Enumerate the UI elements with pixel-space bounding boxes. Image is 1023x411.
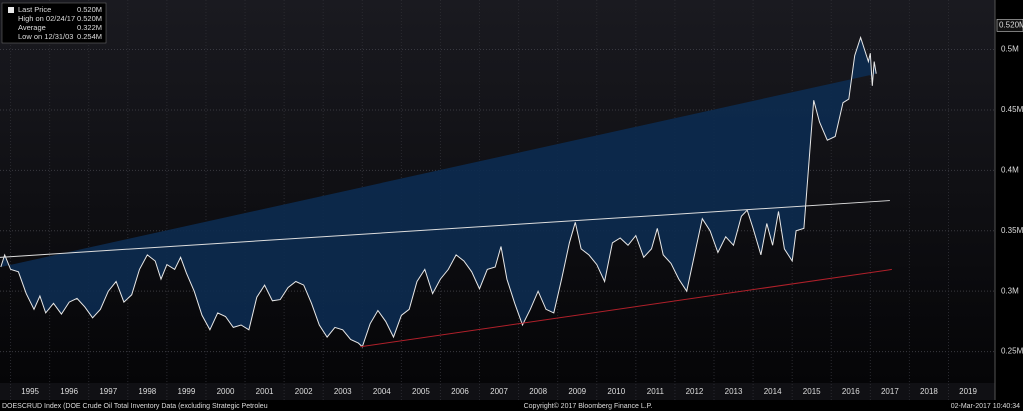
x-tick-label: 2013: [725, 387, 743, 396]
x-tick-label: 2017: [881, 387, 899, 396]
x-tick-label: 2008: [529, 387, 547, 396]
x-axis-band: [0, 383, 995, 400]
last-price-label: 0.520M: [999, 20, 1023, 29]
legend-value: 0.520M: [77, 5, 102, 14]
legend-value: 0.520M: [77, 14, 102, 23]
legend-label: High on 02/24/17: [18, 14, 75, 23]
footer-center: Copyright© 2017 Bloomberg Finance L.P.: [524, 402, 653, 410]
trend-line: [0, 200, 890, 258]
x-tick-label: 2003: [334, 387, 352, 396]
legend-label: Low on 12/31/03: [18, 32, 73, 41]
footer-right: 02-Mar-2017 10:40:34: [951, 403, 1020, 410]
legend-value: 0.322M: [77, 23, 102, 32]
y-tick-label: 0.35M: [1001, 226, 1023, 235]
y-tick-label: 0.3M: [1001, 286, 1019, 295]
x-tick-label: 1997: [99, 387, 117, 396]
x-tick-label: 1998: [138, 387, 156, 396]
line: [0, 35, 877, 348]
x-tick-label: 2019: [959, 387, 977, 396]
x-tick-label: 2014: [764, 387, 782, 396]
x-tick-label: 2015: [803, 387, 821, 396]
legend-box: [1, 2, 107, 44]
area: [0, 37, 877, 347]
x-tick-label: 2005: [412, 387, 430, 396]
x-tick-label: 2018: [920, 387, 938, 396]
footer-left: DOESCRUD Index (DOE Crude Oil Total Inve…: [2, 403, 268, 410]
last-price-tag: [996, 19, 1023, 32]
x-tick-label: 2011: [647, 387, 665, 396]
x-tick-label: 2012: [686, 387, 704, 396]
x-tick-label: 2002: [295, 387, 313, 396]
legend-value: 0.254M: [77, 32, 102, 41]
x-tick-label: 2007: [490, 387, 508, 396]
x-tick-label: 2009: [568, 387, 586, 396]
x-tick-label: 2010: [607, 387, 625, 396]
x-tick-label: 1999: [178, 387, 196, 396]
legend-label: Average: [18, 23, 46, 32]
x-tick-label: 2016: [842, 387, 860, 396]
y-tick-label: 0.5M: [1001, 45, 1019, 54]
plot: [0, 0, 995, 400]
y-tick-label: 0.45M: [1001, 105, 1023, 114]
trend-line: [360, 268, 892, 348]
x-tick-label: 2001: [256, 387, 274, 396]
x-tick-label: 2004: [373, 387, 391, 396]
legend-label: Last Price: [18, 5, 51, 14]
x-tick-label: 2006: [451, 387, 469, 396]
y-tick-label: 0.4M: [1001, 165, 1019, 174]
x-tick-label: 1995: [21, 387, 39, 396]
legend-swatch: [8, 7, 14, 13]
x-tick-label: 1996: [60, 387, 78, 396]
x-tick-label: 2000: [217, 387, 235, 396]
y-tick-label: 0.25M: [1001, 347, 1023, 356]
